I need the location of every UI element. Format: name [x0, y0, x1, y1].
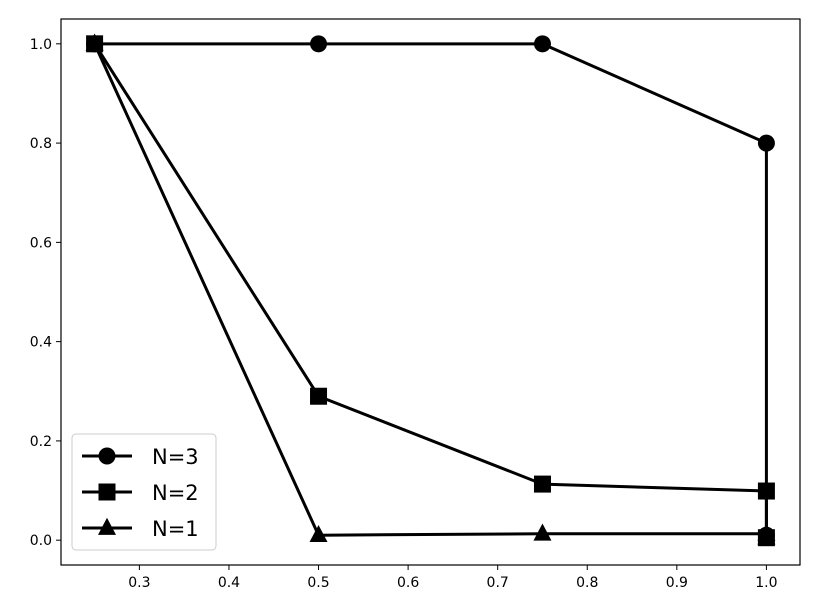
data-point-marker [533, 475, 551, 493]
y-tick-label: 0.6 [30, 235, 52, 251]
x-tick-label: 0.9 [666, 575, 688, 591]
data-point-marker [757, 482, 775, 500]
x-tick-label: 0.5 [307, 575, 329, 591]
data-point-marker [310, 35, 328, 53]
y-tick-label: 0.2 [30, 434, 52, 450]
y-tick-label: 0.8 [30, 136, 52, 152]
x-tick-label: 0.4 [218, 575, 240, 591]
data-point-marker [533, 523, 552, 541]
legend-label: N=2 [152, 481, 199, 505]
plot-series-layer [85, 33, 776, 547]
data-point-marker [757, 527, 776, 545]
y-tick-label: 0.0 [30, 533, 52, 549]
data-point-marker [533, 35, 551, 53]
x-tick-label: 0.8 [576, 575, 598, 591]
x-axis: 0.3 0.4 0.5 0.6 0.7 0.8 0.9 1.0 [128, 565, 778, 591]
plot-frame [60, 18, 801, 566]
y-tick-label: 1.0 [30, 37, 52, 53]
legend-label: N=3 [152, 445, 199, 469]
x-tick-label: 1.0 [755, 575, 777, 591]
data-point-marker [757, 134, 775, 152]
data-point-marker [85, 33, 104, 51]
data-point-marker [310, 387, 328, 405]
y-axis: 0.0 0.2 0.4 0.6 0.8 1.0 [30, 37, 61, 549]
series-N=1 [85, 33, 776, 545]
legend-marker [98, 483, 116, 501]
legend-marker [98, 447, 116, 465]
legend-marker [98, 517, 116, 535]
x-tick-label: 0.7 [487, 575, 509, 591]
y-tick-label: 0.4 [30, 335, 52, 351]
data-point-marker [309, 524, 328, 543]
x-tick-label: 0.6 [397, 575, 419, 591]
legend-label: N=1 [152, 517, 199, 541]
legend: N=3 N=2 N=1 [71, 433, 217, 551]
x-tick-label: 0.3 [128, 575, 150, 591]
